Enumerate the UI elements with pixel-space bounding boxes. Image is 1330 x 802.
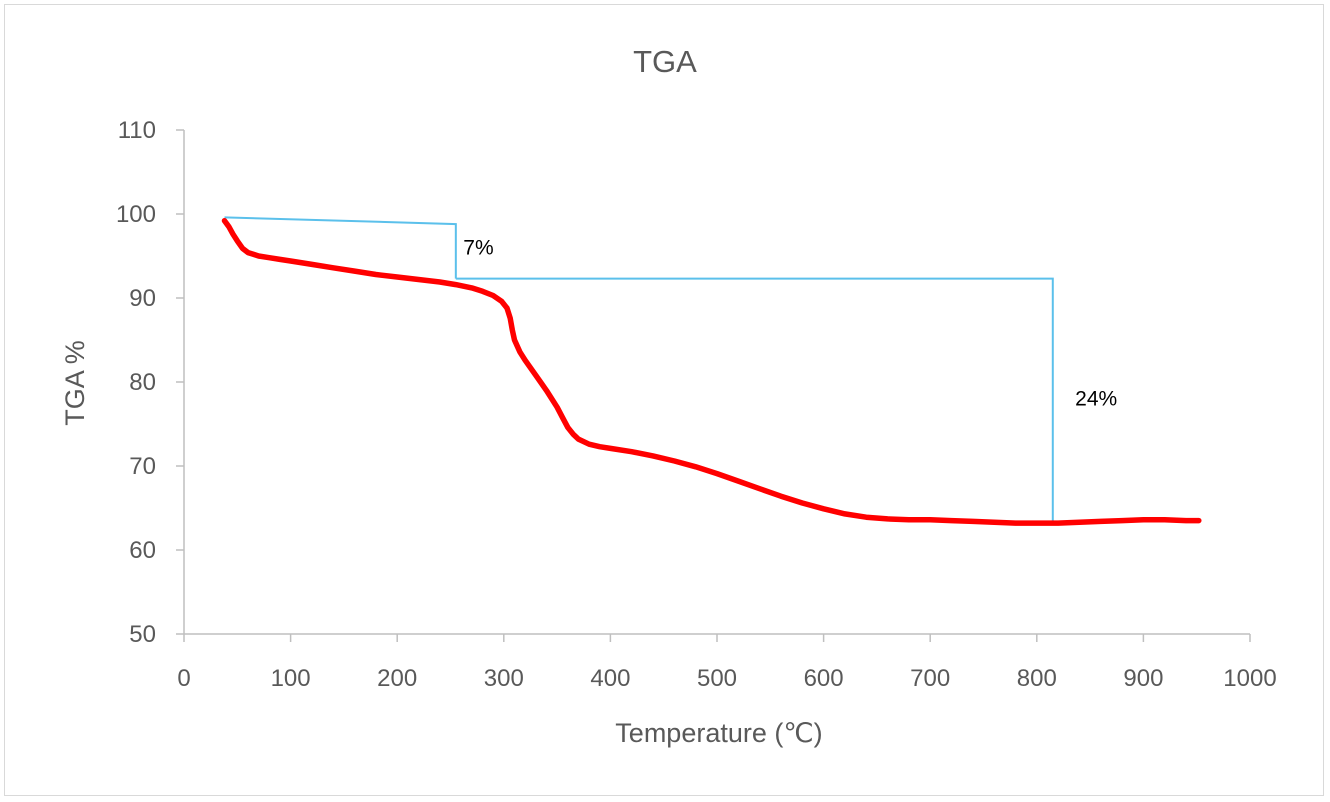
- x-tick-label: 100: [271, 665, 311, 692]
- x-axis-label: Temperature (℃): [615, 718, 822, 748]
- x-tick-label: 400: [590, 665, 630, 692]
- x-tick-label: 300: [484, 665, 524, 692]
- annotation-bracket: [224, 216, 457, 279]
- y-tick-label: 70: [129, 453, 156, 480]
- y-axis-ticks: 50 60 70 80 90 100 110: [116, 117, 184, 648]
- series-line-tga: [221, 217, 1202, 526]
- annotation-label: 24%: [1075, 388, 1117, 411]
- x-tick-label: 1000: [1223, 665, 1276, 692]
- x-tick-label: 700: [910, 665, 950, 692]
- chart-frame: [4, 4, 1324, 796]
- y-axis-label: TGA %: [60, 340, 90, 426]
- y-tick-label: 100: [116, 201, 156, 228]
- chart-title: TGA: [633, 44, 697, 79]
- annotation-label: 7%: [463, 236, 493, 259]
- y-tick-label: 90: [129, 285, 156, 312]
- y-tick-label: 50: [129, 621, 156, 648]
- x-axis-ticks: 0 100 200 300 400 500 600 700 800 900 1000: [177, 634, 1277, 692]
- annotations: 7% 24%: [224, 216, 1117, 523]
- x-tick-label: 500: [697, 665, 737, 692]
- y-tick-label: 60: [129, 537, 156, 564]
- x-tick-label: 900: [1123, 665, 1163, 692]
- y-tick-label: 110: [118, 117, 156, 144]
- x-tick-label: 0: [177, 665, 190, 692]
- x-tick-label: 600: [804, 665, 844, 692]
- x-tick-label: 200: [377, 665, 417, 692]
- x-tick-label: 800: [1017, 665, 1057, 692]
- y-tick-label: 80: [129, 369, 156, 396]
- annotation-bracket: [455, 277, 1054, 523]
